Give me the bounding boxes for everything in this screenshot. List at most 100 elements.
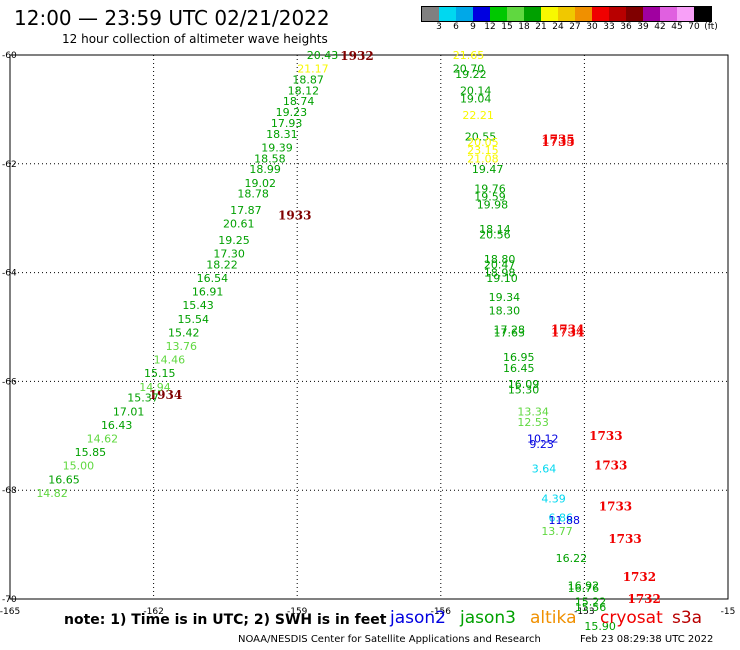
swh-label: 15.54 <box>178 313 210 326</box>
colorbar-label: 24 <box>552 22 564 32</box>
pass-time-label: 1733 <box>608 532 641 546</box>
x-tick-label: -156 <box>431 607 452 617</box>
swh-label: 17.28 <box>493 324 525 337</box>
swh-label: 18.30 <box>489 305 520 318</box>
colorbar-label: 27 <box>569 22 581 32</box>
swh-label: 15.85 <box>75 446 107 459</box>
y-tick-label: -70 <box>2 595 17 605</box>
swh-label: 19.59 <box>474 190 506 203</box>
swh-label: 15.90 <box>584 620 616 633</box>
swh-label: 19.25 <box>218 234 250 247</box>
colorbar-label: 70 <box>688 22 700 32</box>
pass-time-label: 1732 <box>627 592 660 606</box>
swh-label: 20.55 <box>465 131 497 144</box>
swh-label: 17.01 <box>113 405 145 418</box>
satellite-altika: altika <box>530 608 577 628</box>
satellite-s3a: s3a <box>672 608 703 628</box>
swh-label: 13.76 <box>166 340 198 353</box>
swh-label: 19.22 <box>455 68 487 81</box>
x-tick-label: -159 <box>287 607 308 617</box>
swh-label: 19.10 <box>486 272 517 285</box>
colorbar-label: 45 <box>671 22 683 32</box>
lat-lon-grid <box>10 55 728 599</box>
swh-label: 22.21 <box>462 109 494 122</box>
pass-time-labels: 1932193319341735173517341734173317331733… <box>149 49 661 606</box>
swh-label: 19.34 <box>489 291 520 304</box>
swh-label: 18.22 <box>206 258 238 271</box>
swh-label: 15.15 <box>144 367 176 380</box>
map-subtitle: 12 hour collection of altimeter wave hei… <box>62 32 328 46</box>
swh-label: 14.62 <box>87 433 119 446</box>
colorbar-label: 12 <box>484 22 496 32</box>
swh-label: 20.43 <box>307 49 339 62</box>
colorbar-swatch <box>558 7 575 21</box>
colorbar-label: 21 <box>535 22 547 32</box>
colorbar-swatch <box>643 7 660 21</box>
x-tick-label: -165 <box>0 607 20 617</box>
swh-label: 21.08 <box>467 152 499 165</box>
swh-label: 15.37 <box>127 392 159 405</box>
swh-label: 16.22 <box>556 552 588 565</box>
y-tick-label: -66 <box>2 377 17 387</box>
units-note: note: 1) Time is in UTC; 2) SWH is in fe… <box>64 612 387 628</box>
colorbar-swatch <box>660 7 677 21</box>
y-tick-label: -62 <box>2 160 17 170</box>
swh-label: 18.78 <box>237 188 269 201</box>
colorbar-label: 6 <box>453 22 459 32</box>
colorbar-label: 42 <box>654 22 666 32</box>
swh-label: 20.70 <box>453 63 485 76</box>
swh-label: 15.22 <box>575 596 607 609</box>
y-tick-label: -68 <box>2 486 17 496</box>
swh-label: 10.12 <box>527 433 559 446</box>
map-title: 12:00 — 23:59 UTC 02/21/2022 <box>14 6 330 30</box>
swh-label: 17.30 <box>213 248 245 261</box>
colorbar-swatch <box>677 7 694 21</box>
swh-labels: 20.4321.1718.8718.1218.7419.2317.9318.31… <box>36 49 616 633</box>
colorbar-swatch <box>507 7 524 21</box>
swh-label: 19.47 <box>472 163 504 176</box>
satellite-jason2: jason2 <box>390 608 446 628</box>
x-tick-label: -15 <box>721 607 736 617</box>
swh-label: 21.17 <box>297 63 329 76</box>
swh-label: 19.39 <box>261 141 293 154</box>
swh-label: 16.09 <box>508 378 540 391</box>
colorbar-swatch <box>456 7 473 21</box>
colorbar-swatch <box>439 7 456 21</box>
footer-credit: NOAA/NESDIS Center for Satellite Applica… <box>238 634 541 645</box>
wave-height-colorbar <box>421 6 712 22</box>
swh-label: 9.23 <box>529 438 554 451</box>
colorbar-swatch <box>694 7 711 21</box>
pass-time-label: 1734 <box>551 325 584 339</box>
colorbar-swatch <box>592 7 609 21</box>
swh-label: 23.15 <box>467 144 499 157</box>
swh-label: 15.42 <box>168 326 200 339</box>
colorbar-label: 30 <box>586 22 598 32</box>
pass-time-label: 1732 <box>623 570 656 584</box>
x-tick-label: -162 <box>143 607 163 617</box>
satellite-cryosat: cryosat <box>600 608 663 628</box>
swh-label: 20.56 <box>479 229 511 242</box>
y-tick-label: -64 <box>2 269 17 279</box>
swh-label: 20.05 <box>467 136 499 149</box>
colorbar-swatch <box>609 7 626 21</box>
swh-label: 17.63 <box>493 326 525 339</box>
swh-label: 16.76 <box>568 582 600 595</box>
pass-time-label: 1934 <box>149 388 182 402</box>
plot-border <box>9 54 729 600</box>
swh-label: 13.77 <box>541 525 573 538</box>
pass-time-label: 1735 <box>541 135 574 149</box>
swh-label: 18.87 <box>292 73 324 86</box>
swh-label: 15.00 <box>63 460 95 473</box>
pass-time-label: 1733 <box>589 429 622 443</box>
swh-label: 20.47 <box>484 258 516 271</box>
swh-label: 18.80 <box>484 253 516 266</box>
swh-label: 16.92 <box>568 579 600 592</box>
swh-label: 16.54 <box>197 272 229 285</box>
swh-label: 19.76 <box>474 182 506 195</box>
swh-label: 3.64 <box>532 462 557 475</box>
swh-label: 16.45 <box>503 362 535 375</box>
colorbar-swatch <box>490 7 507 21</box>
colorbar-swatch <box>575 7 592 21</box>
colorbar-label: 3 <box>436 22 442 32</box>
swh-label: 14.46 <box>154 354 186 367</box>
